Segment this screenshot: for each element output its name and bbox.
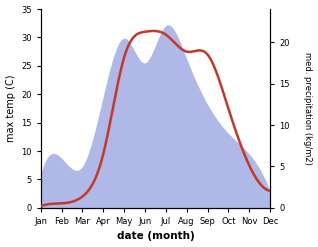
Y-axis label: max temp (C): max temp (C) xyxy=(5,75,16,142)
X-axis label: date (month): date (month) xyxy=(116,231,194,242)
Y-axis label: med. precipitation (kg/m2): med. precipitation (kg/m2) xyxy=(303,52,313,165)
